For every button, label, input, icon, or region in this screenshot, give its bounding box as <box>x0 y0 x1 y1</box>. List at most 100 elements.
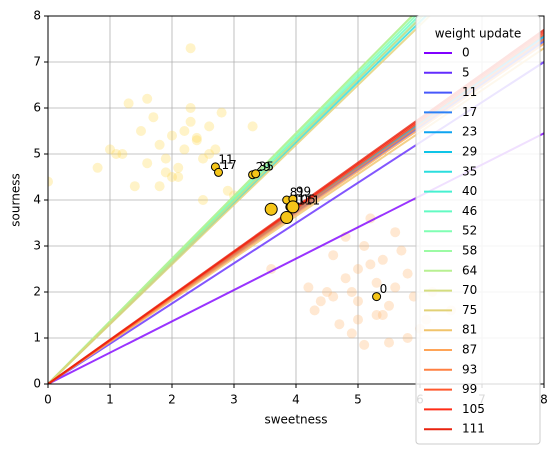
point <box>111 149 122 159</box>
point <box>142 93 153 104</box>
legend-label: 17 <box>462 105 477 119</box>
highlight-point <box>251 169 261 179</box>
legend-label: 5 <box>462 65 470 79</box>
point <box>334 319 345 330</box>
y-tick-label: 1 <box>33 331 41 345</box>
point-label: 29 <box>256 160 271 174</box>
highlight-point <box>372 292 382 302</box>
legend-label: 70 <box>462 283 477 297</box>
legend-label: 29 <box>462 145 477 159</box>
point <box>92 162 103 173</box>
point <box>198 195 208 205</box>
point <box>303 282 314 293</box>
point <box>179 144 190 155</box>
highlight-point <box>214 167 223 177</box>
point <box>309 305 320 316</box>
legend-label: 99 <box>462 382 477 396</box>
legend-label: 0 <box>462 46 470 60</box>
point <box>340 273 351 284</box>
point <box>390 282 401 293</box>
highlight-point <box>264 202 278 216</box>
legend-label: 23 <box>462 125 477 139</box>
highlight-point <box>280 210 294 224</box>
legend-label: 93 <box>462 362 477 376</box>
point-label: 111 <box>297 193 320 207</box>
x-tick-label: 8 <box>540 393 548 407</box>
point <box>185 103 196 113</box>
point <box>173 162 184 173</box>
point <box>402 268 413 279</box>
point <box>328 291 339 302</box>
point <box>371 277 382 288</box>
line <box>48 16 424 384</box>
legend-title: weight update <box>435 27 522 41</box>
x-tick-label: 2 <box>168 393 176 407</box>
y-tick-label: 4 <box>33 193 41 207</box>
legend-label: 11 <box>462 85 477 99</box>
point <box>210 144 221 155</box>
highlight-point <box>286 200 300 214</box>
legend-label: 111 <box>462 422 485 436</box>
x-tick-label: 1 <box>106 393 114 407</box>
point-label: 0 <box>380 282 388 296</box>
point <box>216 107 227 118</box>
point <box>346 287 357 297</box>
y-tick-label: 2 <box>33 285 41 299</box>
legend-box <box>415 15 541 445</box>
point <box>117 149 128 159</box>
x-tick-label: 5 <box>354 393 362 407</box>
point <box>123 98 134 109</box>
point <box>396 245 407 256</box>
x-tick-label: 0 <box>44 393 52 407</box>
point <box>384 337 394 348</box>
point <box>167 172 177 182</box>
x-tick-label: 3 <box>230 393 238 407</box>
point <box>247 121 258 132</box>
point <box>328 250 339 261</box>
point <box>204 121 215 132</box>
y-tick-label: 7 <box>33 55 41 69</box>
y-tick-label: 3 <box>33 239 41 253</box>
x-axis-label: sweetness <box>264 413 327 427</box>
legend-label: 81 <box>462 323 477 337</box>
point <box>353 314 363 325</box>
point-label: 17 <box>222 158 237 172</box>
point <box>185 116 196 127</box>
y-tick-label: 8 <box>33 9 41 23</box>
point <box>346 328 357 339</box>
point <box>105 144 115 155</box>
point <box>222 185 233 196</box>
point <box>160 153 171 164</box>
y-tick-label: 5 <box>33 147 41 161</box>
point <box>384 300 394 311</box>
point-label: 35 <box>259 159 274 173</box>
point <box>353 264 363 274</box>
legend-label: 52 <box>462 224 477 238</box>
line <box>48 16 414 384</box>
legend-label: 40 <box>462 184 477 198</box>
point <box>353 296 363 307</box>
line <box>48 16 431 384</box>
point <box>322 287 332 297</box>
legend-label: 87 <box>462 343 477 357</box>
point <box>48 176 53 187</box>
legend-label: 105 <box>462 402 485 416</box>
point-label: 99 <box>296 185 311 199</box>
point <box>359 241 370 251</box>
point <box>204 149 215 159</box>
point <box>377 254 388 265</box>
x-tick-label: 4 <box>292 393 300 407</box>
y-tick-label: 0 <box>33 377 41 391</box>
legend-label: 58 <box>462 244 477 258</box>
legend-label: 46 <box>462 204 477 218</box>
point <box>402 333 413 343</box>
point <box>142 158 153 169</box>
y-tick-label: 6 <box>33 101 41 115</box>
plot-frame <box>47 15 545 385</box>
point <box>185 43 196 54</box>
point <box>359 339 370 350</box>
point <box>173 172 184 182</box>
point <box>377 310 388 320</box>
point <box>148 112 159 123</box>
